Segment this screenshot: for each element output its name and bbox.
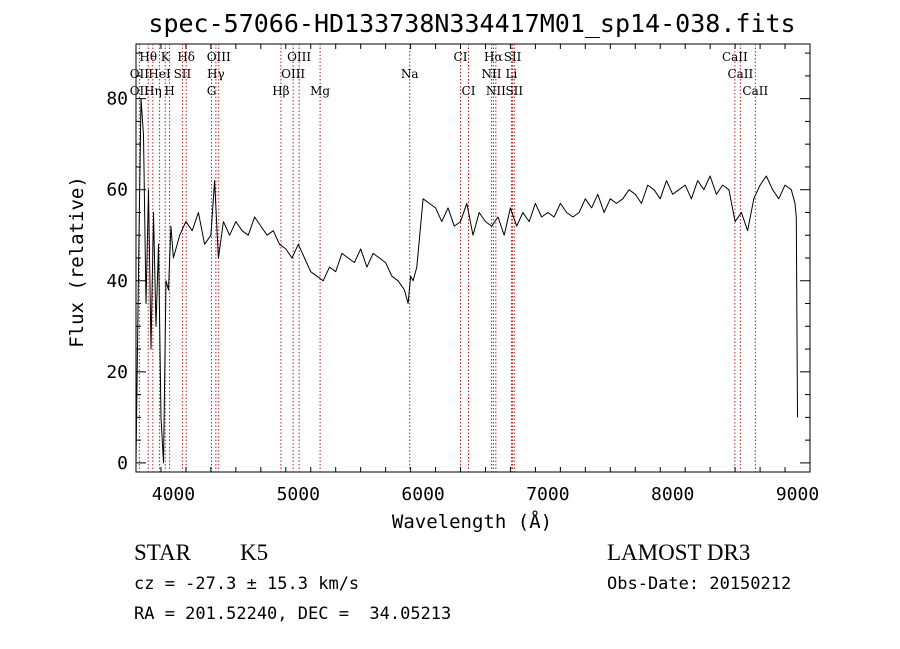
- chart-title: spec-57066-HD133738N334417M01_sp14-038.f…: [148, 9, 795, 38]
- coordinates-text: RA = 201.52240, DEC = 34.05213: [134, 604, 452, 624]
- line-label: H: [164, 84, 174, 98]
- line-label: OIII: [287, 50, 311, 64]
- line-label: Hβ: [272, 84, 289, 98]
- line-label: Hθ: [139, 50, 157, 64]
- spectrum-line: [135, 98, 798, 464]
- line-label: CI: [454, 50, 468, 64]
- plot-frame: [135, 43, 811, 473]
- line-label: HeI: [148, 67, 171, 81]
- x-axis: 4000 5000 6000 7000 8000 9000: [152, 44, 819, 505]
- y-tick-label: 40: [106, 271, 128, 292]
- line-label: NII: [486, 84, 506, 98]
- survey-label: LAMOST DR3: [607, 540, 751, 565]
- x-tick-label: 6000: [401, 484, 444, 505]
- x-tick-label: 9000: [776, 484, 819, 505]
- line-label: Li: [506, 67, 518, 81]
- y-tick-label: 20: [106, 362, 128, 383]
- line-label: K: [161, 50, 171, 64]
- obs-date-text: Obs-Date: 20150212: [607, 574, 792, 594]
- series-group: [135, 98, 798, 464]
- x-axis-label: Wavelength (Å): [392, 510, 552, 533]
- y-tick-label: 0: [117, 453, 128, 474]
- line-label: SII: [504, 50, 522, 64]
- class-label: STAR: [134, 540, 191, 565]
- reference-lines: [138, 44, 756, 472]
- line-label: NII: [481, 67, 501, 81]
- line-label: G: [207, 84, 217, 98]
- y-axis: 0 20 40 60 80: [106, 52, 810, 474]
- line-label: SII: [505, 84, 523, 98]
- y-tick-label: 60: [106, 180, 128, 201]
- line-label: Mg: [310, 84, 330, 98]
- x-tick-label: 7000: [526, 484, 569, 505]
- y-tick-label: 80: [106, 89, 128, 110]
- subclass-label: K5: [240, 540, 269, 565]
- x-tick-label: 4000: [152, 484, 195, 505]
- line-label: SII: [174, 67, 192, 81]
- line-label: Hγ: [207, 67, 225, 81]
- line-label: CaII: [742, 84, 768, 98]
- y-axis-label: Flux (relative): [66, 176, 88, 348]
- line-label: OIII: [207, 50, 231, 64]
- line-label: OII: [130, 67, 150, 81]
- line-label: OII: [130, 84, 150, 98]
- line-label: Hδ: [177, 50, 195, 64]
- line-label: CaII: [722, 50, 748, 64]
- redshift-text: cz = -27.3 ± 15.3 km/s: [134, 574, 360, 594]
- line-label: OIII: [281, 67, 305, 81]
- line-label: Hα: [484, 50, 503, 64]
- line-label: Hη: [144, 84, 162, 98]
- x-tick-label: 8000: [651, 484, 694, 505]
- x-tick-label: 5000: [277, 484, 320, 505]
- line-label: CI: [462, 84, 476, 98]
- line-label: Na: [401, 67, 419, 81]
- line-label: CaII: [727, 67, 753, 81]
